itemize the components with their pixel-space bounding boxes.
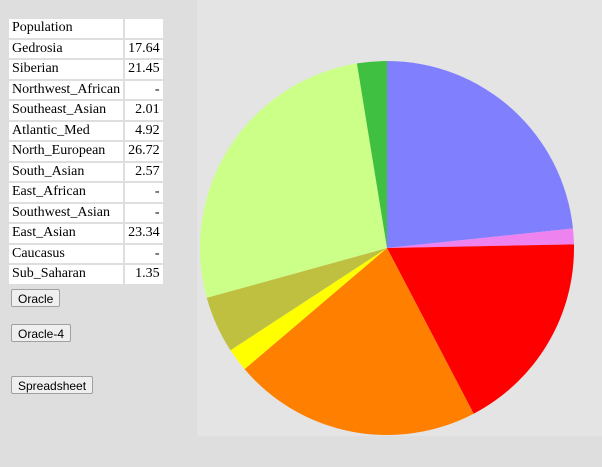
- population-label: Gedrosia: [9, 39, 124, 58]
- population-label: South_Asian: [9, 162, 124, 181]
- population-value: 23.34: [125, 224, 163, 243]
- population-value: 1.35: [125, 265, 163, 284]
- population-label: East_Asian: [9, 224, 124, 243]
- table-header: Population: [9, 19, 124, 38]
- population-value: -: [125, 203, 163, 222]
- population-label: Sub_Saharan: [9, 265, 124, 284]
- population-label: East_African: [9, 183, 124, 202]
- population-label: Caucasus: [9, 244, 124, 263]
- population-value: 2.57: [125, 162, 163, 181]
- population-value: -: [125, 183, 163, 202]
- pie-slice-south-asian: [356, 61, 387, 248]
- population-value: 26.72: [125, 142, 163, 161]
- population-label: Southwest_Asian: [9, 203, 124, 222]
- pie-slice-southeast-asian: [230, 248, 387, 370]
- table-row: Caucasus -: [9, 244, 163, 263]
- pie-slice-gedrosia: [387, 244, 574, 414]
- population-value: -: [125, 80, 163, 99]
- population-value: 17.64: [125, 39, 163, 58]
- table-row: Southeast_Asian 2.01: [9, 101, 163, 120]
- population-value: 21.45: [125, 60, 163, 79]
- table-row: Sub_Saharan 1.35: [9, 265, 163, 284]
- population-value: 2.01: [125, 101, 163, 120]
- pie-slice-north-european: [200, 63, 387, 298]
- population-label: Northwest_African: [9, 80, 124, 99]
- spreadsheet-button[interactable]: Spreadsheet: [11, 376, 94, 394]
- table-row: North_European 26.72: [9, 142, 163, 161]
- pie-slice-sub-saharan: [387, 228, 574, 248]
- oracle-4-button[interactable]: Oracle-4: [11, 324, 72, 342]
- table-row: Southwest_Asian -: [9, 203, 163, 222]
- population-label: North_European: [9, 142, 124, 161]
- table-row: Northwest_African -: [9, 80, 163, 99]
- pie-slice-east-asian: [387, 61, 573, 248]
- pie-slice-siberian: [244, 248, 474, 435]
- table-row: South_Asian 2.57: [9, 162, 163, 181]
- table-header-row: Population: [9, 19, 163, 38]
- table-row: East_African -: [9, 183, 163, 202]
- population-label: Southeast_Asian: [9, 101, 124, 120]
- oracle-button[interactable]: Oracle: [11, 289, 61, 307]
- table-row: Atlantic_Med 4.92: [9, 121, 163, 140]
- population-label: Siberian: [9, 60, 124, 79]
- population-label: Atlantic_Med: [9, 121, 124, 140]
- pie-slice-atlantic-med: [206, 248, 387, 351]
- population-value: -: [125, 244, 163, 263]
- table-row: Gedrosia 17.64: [9, 39, 163, 58]
- table-row: East_Asian 23.34: [9, 224, 163, 243]
- table-row: Siberian 21.45: [9, 60, 163, 79]
- population-table: Population Gedrosia 17.64 Siberian 21.45 Nor…: [7, 17, 165, 286]
- population-value: 4.92: [125, 121, 163, 140]
